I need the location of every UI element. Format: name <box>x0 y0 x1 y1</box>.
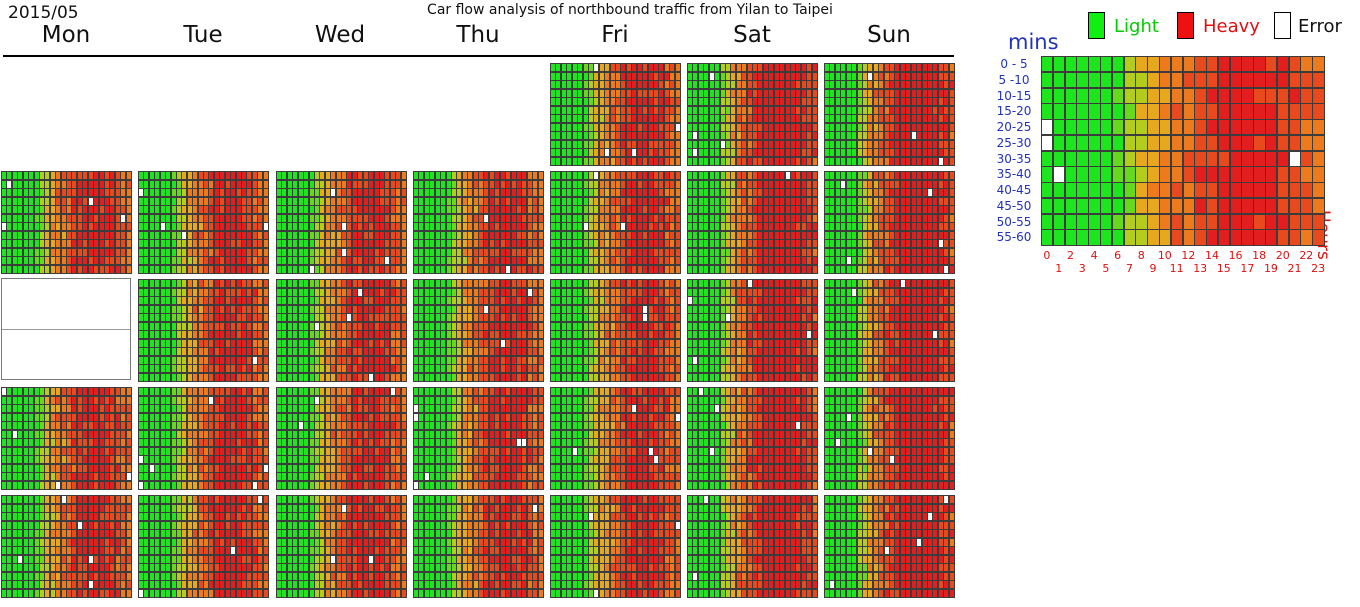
heatmap-cell <box>125 480 132 490</box>
day-heatmap-17 <box>824 279 955 382</box>
heatmap-cell <box>262 264 269 274</box>
chart-title: Car flow analysis of northbound traffic … <box>427 2 833 18</box>
weekday-header-thu: Thu <box>456 22 500 48</box>
day-heatmap-14 <box>413 279 544 382</box>
day-heatmap-16 <box>687 279 818 382</box>
day-heatmap-19 <box>138 387 269 490</box>
heatmap-cell <box>948 156 955 166</box>
weekday-header-wed: Wed <box>314 22 366 48</box>
day-heatmap-18 <box>1 387 132 490</box>
heatmap-cell <box>674 156 681 166</box>
day-heatmap-8 <box>550 171 681 274</box>
heatmap-cell <box>948 264 955 274</box>
heatmap-cell <box>674 264 681 274</box>
day-heatmap-10 <box>824 171 955 274</box>
day-heatmap-1 <box>550 63 681 166</box>
day-heatmap-3 <box>824 63 955 166</box>
heatmap-cell <box>948 372 955 382</box>
weekday-header-mon: Mon <box>41 22 91 48</box>
heatmap-cell <box>674 372 681 382</box>
heatmap-cell <box>811 156 818 166</box>
day-heatmap-13 <box>276 279 407 382</box>
weekday-header-fri: Fri <box>601 22 629 48</box>
month-label: 2015/05 <box>8 3 79 23</box>
header-divider <box>3 55 954 57</box>
day-heatmap-9 <box>687 171 818 274</box>
day-heatmap-15 <box>550 279 681 382</box>
heatmap-cell <box>125 264 132 274</box>
day-heatmap-12 <box>138 279 269 382</box>
heatmap-cell <box>262 372 269 382</box>
heatmap-cell <box>400 372 407 382</box>
heatmap-cell <box>811 264 818 274</box>
day-heatmap-4 <box>1 171 132 274</box>
weekday-header-tue: Tue <box>183 22 223 48</box>
day-heatmap-6 <box>276 171 407 274</box>
heatmap-cell <box>400 264 407 274</box>
heatmap-cell <box>537 264 544 274</box>
heatmap-cell <box>811 372 818 382</box>
day-heatmap-2 <box>687 63 818 166</box>
day-heatmap-7 <box>413 171 544 274</box>
weekday-header-sat: Sat <box>733 22 771 48</box>
heatmap-cell <box>537 372 544 382</box>
weekday-header-sun: Sun <box>867 22 911 48</box>
day-heatmap-5 <box>138 171 269 274</box>
